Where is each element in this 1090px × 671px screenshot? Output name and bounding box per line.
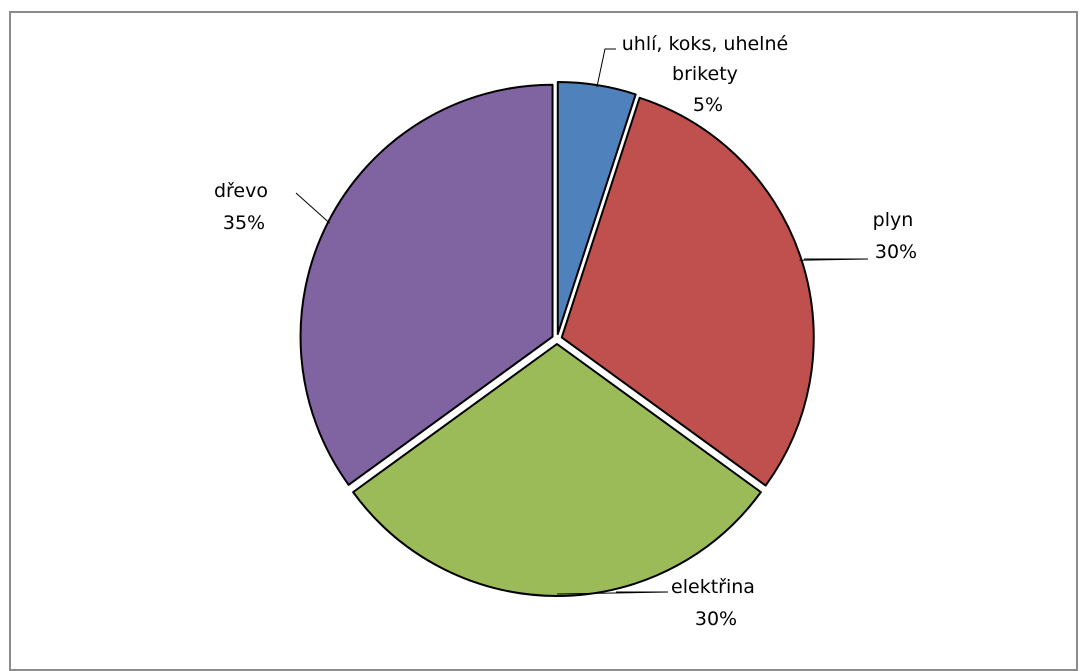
slice-name-line-1: plyn (873, 209, 914, 231)
leader-line-3 (295, 192, 331, 224)
slice-label-uhli-koks-uhelne-brikety: uhlí, koks, uhelné brikety 5% (622, 33, 794, 116)
pie-chart: uhlí, koks, uhelné brikety 5% plyn 30% e… (214, 33, 920, 630)
slice-value-label: 5% (693, 94, 723, 116)
leader-line-0 (596, 48, 616, 88)
slice-name-line-1: uhlí, koks, uhelné (622, 33, 788, 55)
slice-label-plyn: plyn 30% (873, 209, 920, 263)
pie-slice-2 (352, 343, 762, 597)
slice-name-line-1: elektřina (671, 576, 755, 598)
slice-name-line-2: brikety (672, 63, 738, 85)
leader-line-1 (799, 258, 869, 261)
slice-name-line-1: dřevo (214, 180, 268, 202)
pie-slice-3 (299, 83, 554, 486)
pie-slices (299, 81, 815, 597)
slice-label-elektrina: elektřina 30% (671, 576, 761, 630)
slice-value-label: 30% (875, 241, 917, 263)
pie-slice-1 (560, 96, 815, 487)
leader-lines (295, 48, 869, 595)
slice-label-drevo: dřevo 35% (214, 180, 274, 234)
slice-value-label: 35% (223, 212, 265, 234)
leader-line-2 (556, 591, 669, 595)
slice-value-label: 30% (695, 608, 737, 630)
